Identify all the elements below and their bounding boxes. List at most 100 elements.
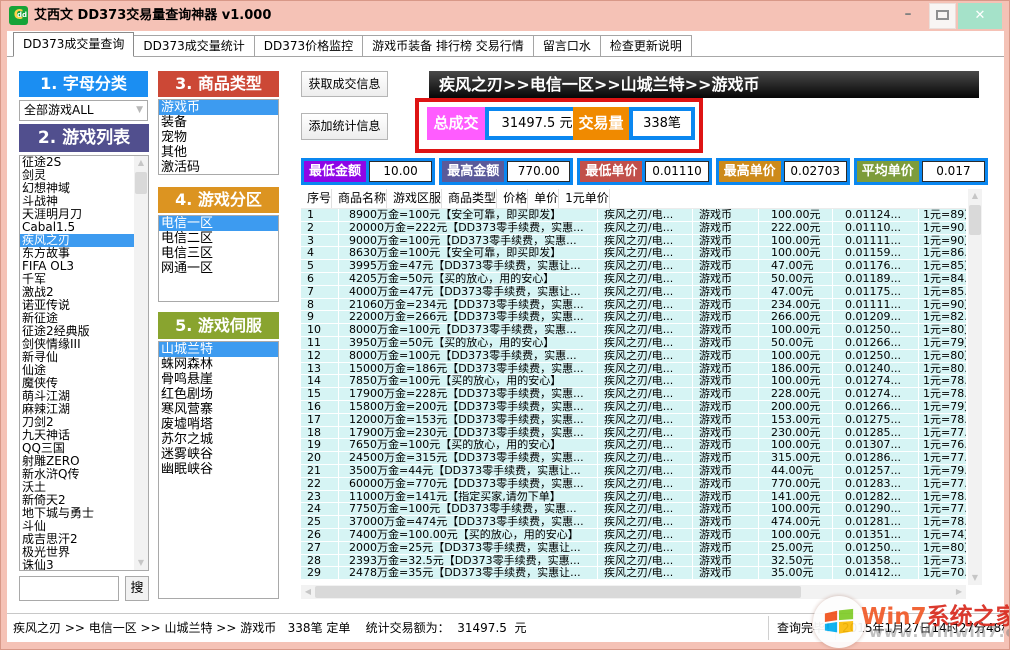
server-item[interactable]: 骨鸣悬崖 [161, 372, 214, 387]
table-row[interactable]: 13 15000万金=186元【DD373零手续费，实惠... 疾风之刃/电..… [301, 362, 966, 376]
game-list-item[interactable]: 九天神话 [22, 429, 71, 442]
table-row[interactable]: 27 2000万金=25元【DD373零手续费，实惠让... 疾风之刃/电...… [301, 541, 966, 555]
game-search-input[interactable] [19, 576, 119, 601]
table-row[interactable]: 16 15800万金=200元【DD373零手续费，实惠... 疾风之刃/电..… [301, 400, 966, 414]
table-row[interactable]: 23 11000万金=141元【指定买家,请勿下单】 疾风之刃/电... 游戏币… [301, 490, 966, 504]
column-header[interactable]: 价格 [497, 189, 529, 208]
game-list-item[interactable]: 幻想神域 [22, 182, 71, 195]
game-list-item[interactable]: 疾风之刃 [20, 234, 134, 247]
game-list-scrollbar[interactable]: ▲ ▼ [134, 156, 148, 570]
game-list-item[interactable]: 射雕ZERO [22, 455, 80, 468]
table-row[interactable]: 2 20000万金=222元【DD373零手续费，实惠... 疾风之刃/电...… [301, 221, 966, 235]
product-type-item[interactable]: 装备 [161, 115, 188, 130]
game-list-item[interactable]: 新寻仙 [22, 351, 59, 364]
fetch-deals-button[interactable]: 获取成交信息 [301, 71, 388, 97]
table-row[interactable]: 20 24500万金=315元【DD373零手续费，实惠... 疾风之刃/电..… [301, 452, 966, 465]
scrollbar-thumb[interactable] [135, 172, 147, 194]
game-list-item[interactable]: 征途2经典版 [22, 325, 90, 338]
zone-item[interactable]: 电信二区 [161, 231, 214, 246]
table-row[interactable]: 18 17900万金=230元【DD373零手续费，实惠... 疾风之刃/电..… [301, 426, 966, 440]
game-list-item[interactable]: 极光世界 [22, 546, 71, 559]
game-list-item[interactable]: 新征途 [22, 312, 59, 325]
table-row[interactable]: 9 22000万金=266元【DD373零手续费，实惠... 疾风之刃/电...… [301, 311, 966, 325]
column-header[interactable]: 游戏区服 [387, 189, 443, 208]
tab[interactable]: 游戏币装备 排行榜 交易行情 [362, 35, 534, 57]
table-row[interactable]: 24 7750万金=100元【DD373零手续费，实惠... 疾风之刃/电...… [301, 503, 966, 517]
scrollbar-thumb[interactable] [315, 586, 801, 598]
alpha-filter-dropdown[interactable]: 全部游戏ALL ▼ [19, 100, 148, 121]
table-row[interactable]: 8 21060万金=234元【DD373零手续费，实惠... 疾风之刃/电...… [301, 298, 966, 312]
game-list-item[interactable]: 新倚天2 [22, 494, 66, 507]
column-header[interactable]: 商品名称 [332, 189, 388, 208]
game-list-item[interactable]: 征途2S [22, 156, 62, 169]
server-item[interactable]: 蛛网森林 [161, 357, 214, 372]
game-list-item[interactable]: QQ三国 [22, 442, 65, 455]
table-row[interactable]: 12 8000万金=100元【DD373零手续费，实惠... 疾风之刃/电...… [301, 349, 966, 363]
column-header[interactable]: 1元单价 [559, 189, 610, 208]
scroll-down-icon[interactable]: ▼ [137, 558, 145, 567]
table-row[interactable]: 19 7650万金=100元【买的放心，用的安心】 疾风之刃/电... 游戏币 … [301, 439, 966, 453]
tab[interactable]: DD373成交量查询 [13, 32, 135, 57]
column-header[interactable]: 序号 [301, 189, 333, 208]
server-item[interactable]: 红色剧场 [161, 387, 214, 402]
game-list-item[interactable]: 诛仙3 [22, 559, 54, 571]
table-row[interactable]: 6 4205万金=50元【买的放心，用的安心】 疾风之刃/电... 游戏币 50… [301, 272, 966, 286]
zone-item[interactable]: 电信一区 [159, 216, 278, 231]
add-stats-button[interactable]: 添加统计信息 [301, 113, 388, 140]
zone-item[interactable]: 电信三区 [161, 246, 214, 261]
game-list-item[interactable]: 天涯明月刀 [22, 208, 83, 221]
search-button[interactable]: 搜 [125, 576, 149, 601]
maximize-button[interactable] [929, 3, 956, 29]
table-row[interactable]: 7 4000万金=47元【DD373零手续费，实惠让... 疾风之刃/电... … [301, 285, 966, 299]
game-list-item[interactable]: FIFA OL3 [22, 260, 75, 273]
table-row[interactable]: 10 8000万金=100元【DD373零手续费，实惠... 疾风之刃/电...… [301, 324, 966, 337]
product-type-item[interactable]: 游戏币 [159, 100, 278, 115]
table-row[interactable]: 4 8630万金=100元【安全可靠，即买即发】 疾风之刃/电... 游戏币 1… [301, 247, 966, 261]
table-row[interactable]: 25 37000万金=474元【DD373零手续费，实惠... 疾风之刃/电..… [301, 516, 966, 529]
game-list-item[interactable]: 仙途 [22, 364, 47, 377]
game-list-item[interactable]: 麻辣江湖 [22, 403, 71, 416]
game-list-item[interactable]: Cabal1.5 [22, 221, 76, 234]
table-row[interactable]: 29 2478万金=35元【DD373零手续费，实惠让... 疾风之刃/电...… [301, 567, 966, 581]
table-row[interactable]: 14 7850万金=100元【买的放心，用的安心】 疾风之刃/电... 游戏币 … [301, 375, 966, 389]
tab[interactable]: 检查更新说明 [599, 35, 692, 57]
table-horizontal-scrollbar[interactable]: ◀ ▶ [301, 585, 966, 599]
column-header[interactable]: 单价 [528, 189, 560, 208]
game-list-item[interactable]: 新水浒Q传 [22, 468, 80, 481]
table-row[interactable]: 28 2393万金=32.5元【DD373零手续费，实惠... 疾风之刃/电..… [301, 554, 966, 568]
scroll-up-icon[interactable]: ▲ [971, 191, 979, 200]
tab[interactable]: DD373成交量统计 [133, 35, 255, 57]
zone-item[interactable]: 网通一区 [161, 261, 214, 276]
tab[interactable]: 留言口水 [532, 35, 601, 57]
game-list-item[interactable]: 魔侠传 [22, 377, 59, 390]
game-list-item[interactable]: 千军 [22, 273, 47, 286]
table-row[interactable]: 11 3950万金=50元【买的放心，用的安心】 疾风之刃/电... 游戏币 5… [301, 336, 966, 350]
scroll-down-icon[interactable]: ▼ [971, 573, 979, 582]
game-list-item[interactable]: 剑侠情缘III [22, 338, 81, 351]
game-list-item[interactable]: 斗战神 [22, 195, 59, 208]
server-item[interactable]: 废墟哨塔 [161, 417, 214, 432]
table-row[interactable]: 17 12000万金=153元【DD373零手续费，实惠... 疾风之刃/电..… [301, 413, 966, 427]
close-button[interactable]: ✕ [958, 3, 1002, 29]
table-row[interactable]: 3 9000万金=100元【DD373零手续费，实惠... 疾风之刃/电... … [301, 234, 966, 248]
game-list-item[interactable]: 萌斗江湖 [22, 390, 71, 403]
game-list-item[interactable]: 地下城与勇士 [22, 507, 95, 520]
game-list-item[interactable]: 诺亚传说 [22, 299, 71, 312]
game-list-item[interactable]: 斗仙 [22, 520, 47, 533]
table-row[interactable]: 5 3995万金=47元【DD373零手续费，实惠让... 疾风之刃/电... … [301, 260, 966, 273]
tab[interactable]: DD373价格监控 [253, 35, 364, 57]
scroll-left-icon[interactable]: ◀ [304, 587, 312, 596]
scrollbar-thumb[interactable] [969, 205, 981, 235]
table-row[interactable]: 15 17900万金=228元【DD373零手续费，实惠... 疾风之刃/电..… [301, 388, 966, 401]
game-list-item[interactable]: 激战2 [22, 286, 54, 299]
server-item[interactable]: 苏尔之城 [161, 432, 214, 447]
table-row[interactable]: 1 8900万金=100元【安全可靠，即买即发】 疾风之刃/电... 游戏币 1… [301, 209, 966, 222]
table-row[interactable]: 22 60000万金=770元【DD373零手续费，实惠... 疾风之刃/电..… [301, 477, 966, 491]
scroll-right-icon[interactable]: ▶ [955, 587, 963, 596]
game-list-item[interactable]: 成吉思汗2 [22, 533, 78, 546]
game-list-item[interactable]: 东方故事 [22, 247, 71, 260]
scroll-up-icon[interactable]: ▲ [137, 158, 145, 167]
minimize-button[interactable]: – [904, 6, 912, 22]
server-item[interactable]: 山城兰特 [159, 342, 278, 357]
server-item[interactable]: 寒风营寨 [161, 402, 214, 417]
